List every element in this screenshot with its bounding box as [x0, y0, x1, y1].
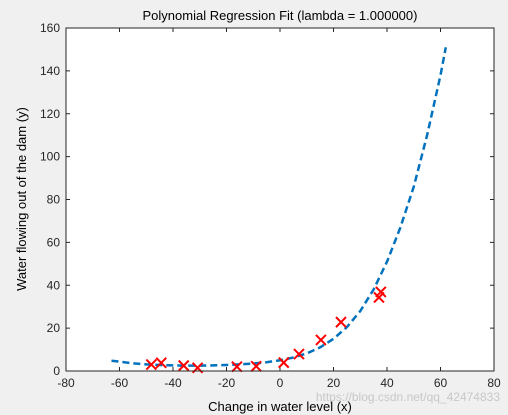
data-point	[231, 361, 243, 373]
x-tick-label: -80	[57, 376, 75, 390]
x-tick-label: 0	[277, 376, 284, 390]
x-tick-label: 80	[487, 376, 501, 390]
data-point	[177, 359, 190, 372]
data-point	[335, 316, 347, 328]
x-tick-label: -40	[164, 376, 182, 390]
y-tick-label: 140	[40, 64, 60, 78]
tick-labels: -80 -60 -40 -20 0 20 40 60 80 0 20 40 60 80 100 120 140 1…	[40, 21, 501, 390]
x-tick-label: 60	[434, 376, 448, 390]
fit-curve	[111, 47, 448, 367]
data-points-layer	[145, 286, 387, 374]
watermark: https://blog.csdn.net/qq_42474833	[316, 390, 500, 404]
data-point	[145, 358, 158, 371]
y-axis-label: Water flowing out of the dam (y)	[14, 107, 29, 291]
y-tick-label: 40	[47, 278, 61, 292]
data-point	[375, 286, 387, 298]
data-point	[155, 357, 167, 369]
y-tick-label: 0	[53, 364, 60, 378]
y-tick-label: 120	[40, 107, 60, 121]
data-point	[293, 348, 305, 360]
data-point	[278, 356, 290, 369]
y-tick-label: 60	[47, 235, 61, 249]
x-tick-label: 20	[327, 376, 341, 390]
chart-title: Polynomial Regression Fit (lambda = 1.00…	[143, 8, 418, 23]
y-tick-label: 20	[47, 321, 61, 335]
axes-box	[65, 27, 495, 372]
x-tick-label: 40	[380, 376, 394, 390]
y-tick-label: 100	[40, 150, 60, 164]
data-point	[315, 334, 327, 346]
plot-area	[66, 28, 494, 371]
x-tick-label: -60	[111, 376, 129, 390]
x-axis-label: Change in water level (x)	[208, 399, 352, 414]
data-point	[250, 360, 262, 372]
fit-curve-layer	[111, 47, 448, 367]
y-tick-label: 80	[47, 193, 61, 207]
x-tick-label: -20	[218, 376, 236, 390]
y-tick-label: 160	[40, 21, 60, 35]
